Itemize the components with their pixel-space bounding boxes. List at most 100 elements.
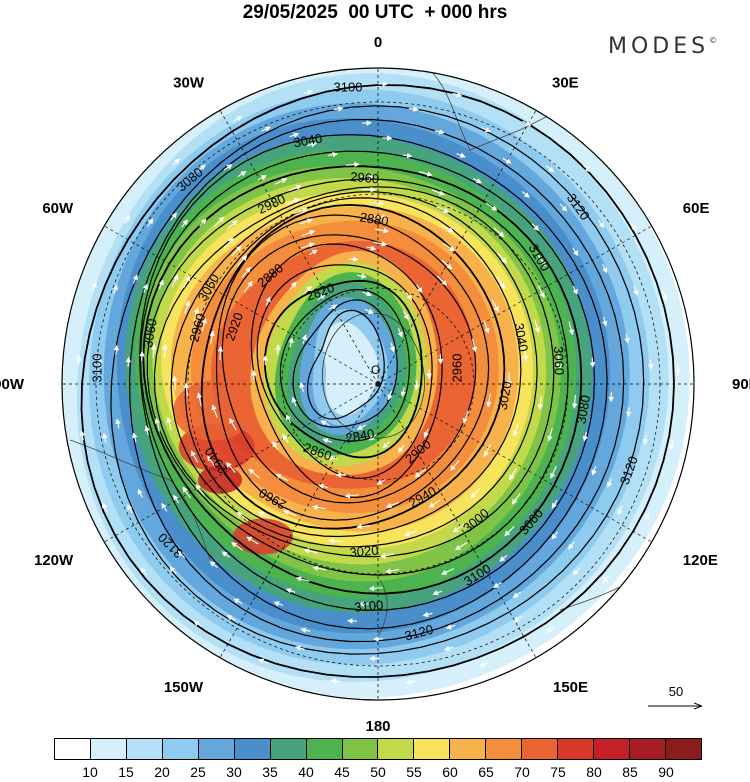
map-title: 29/05/2025 00 UTC + 000 hrs	[242, 2, 508, 23]
contour-label: 3020	[349, 543, 379, 560]
wind-arrow	[166, 416, 172, 431]
wind-arrow	[273, 601, 284, 607]
longitude-labels: 0 30E 60E 90E 120E 150E 180 150W 120W 90W 60W 30W	[0, 34, 750, 735]
wind-arrow	[158, 279, 164, 289]
reference-vector: 50	[646, 684, 706, 714]
wind-arrow	[112, 284, 118, 294]
wind-arrow	[320, 420, 330, 426]
wind-arrow	[172, 158, 181, 166]
longitude-label-lon_60e: 60E	[683, 200, 710, 217]
wind-arrow	[344, 492, 359, 499]
wind-arrow	[137, 488, 143, 499]
wind-arrow	[91, 281, 97, 292]
wind-arrow	[345, 161, 360, 168]
wind-arrow	[450, 459, 460, 472]
wind-arrow	[431, 189, 446, 196]
meridian-line	[377, 383, 652, 543]
south-pole: O	[371, 363, 381, 387]
colorbar-segment	[162, 739, 199, 759]
wind-arrow	[362, 291, 373, 297]
wind-arrow	[662, 291, 668, 301]
wind-arrow	[311, 504, 326, 511]
longitude-label-lon_0: 0	[374, 34, 382, 51]
wind-arrow	[418, 171, 433, 177]
wind-arrow	[258, 658, 268, 664]
wind-arrow	[624, 333, 630, 344]
wind-arrow	[195, 484, 205, 496]
longitude-label-lon_30e: 30E	[552, 75, 579, 92]
colorbar-tick-label: 50	[370, 764, 386, 780]
colorbar-segment	[558, 739, 595, 759]
wind-arrow	[306, 141, 317, 148]
wind-arrow	[209, 330, 215, 345]
wind-arrow	[568, 541, 575, 550]
colorbar-segment	[414, 739, 451, 759]
longitude-label-lon_30w: 30W	[173, 75, 205, 92]
colorbar-tick-label: 65	[478, 764, 494, 780]
colorbar-segment	[270, 739, 307, 759]
wind-arrow	[513, 615, 523, 622]
wind-arrow	[462, 410, 469, 424]
wind-arrow	[512, 422, 519, 437]
wind-arrow	[400, 387, 406, 398]
wind-arrow	[547, 427, 553, 442]
wind-arrow	[261, 126, 271, 132]
wind-arrow	[356, 273, 367, 279]
wind-arrow	[213, 216, 225, 227]
wind-arrow	[322, 438, 333, 444]
wind-arrow	[546, 626, 555, 633]
wind-arrow	[545, 165, 555, 173]
contour-label: 3100	[89, 354, 104, 383]
wind-arrow	[551, 499, 558, 509]
wind-arrow	[171, 375, 178, 390]
height-contour	[221, 234, 477, 504]
meridian-line	[377, 225, 652, 385]
wind-arrow	[414, 468, 427, 478]
south-america-outline	[69, 439, 211, 561]
wind-arrow	[375, 227, 390, 234]
colorbar-tick-label: 20	[154, 764, 170, 780]
wind-arrow	[369, 200, 384, 206]
colorbar-tick-label: 35	[262, 764, 278, 780]
wind-arrow	[674, 365, 681, 376]
wind-arrow	[443, 645, 454, 652]
wind-arrow	[443, 242, 455, 252]
wind-arrow	[470, 487, 481, 499]
wind-arrow	[422, 611, 433, 618]
contour-label: 3020	[495, 380, 515, 411]
wind-arrow	[483, 444, 491, 458]
height-contour	[139, 133, 608, 630]
wind-arrow	[196, 392, 203, 407]
wind-arrow	[127, 504, 133, 514]
wind-arrow	[76, 355, 82, 366]
wind-arrow	[162, 343, 168, 358]
wind-arrow	[285, 588, 296, 594]
contour-label: 2960	[350, 169, 380, 186]
wind-arrow	[282, 434, 289, 443]
wind-arrow	[521, 190, 530, 198]
wind-arrow	[607, 478, 613, 488]
wind-arrow	[356, 523, 371, 530]
wind-arrow	[509, 468, 517, 481]
wind-arrow	[193, 307, 200, 322]
brand-mark: ©	[709, 36, 718, 45]
wind-arrow	[568, 321, 574, 336]
wind-arrow	[572, 567, 581, 576]
height-contour	[170, 191, 538, 548]
meridian-line	[377, 110, 537, 385]
wind-arrow	[231, 245, 242, 257]
wind-arrow	[144, 425, 150, 436]
wind-arrow	[441, 224, 454, 233]
contour-label: 3040	[292, 131, 323, 151]
wind-arrow	[303, 89, 314, 95]
wind-arrow	[413, 380, 420, 391]
wind-arrow	[183, 275, 190, 289]
colorbar-segment	[665, 739, 701, 759]
colorbar-tick-label: 30	[226, 764, 242, 780]
wind-arrow	[312, 565, 327, 571]
wind-arrow	[237, 171, 247, 177]
wind-arrow	[229, 417, 237, 431]
wind-arrow	[405, 291, 413, 301]
